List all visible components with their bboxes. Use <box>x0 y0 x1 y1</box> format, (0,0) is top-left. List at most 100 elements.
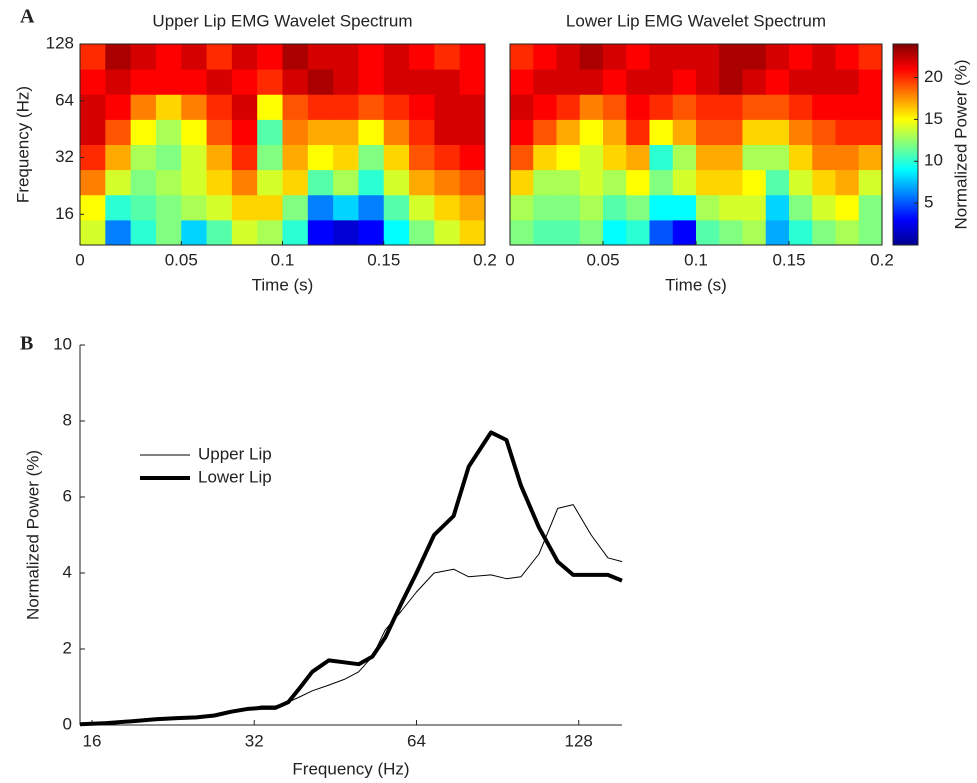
heatmap-cell <box>155 94 182 120</box>
heatmap-cell <box>649 194 674 221</box>
heatmap-cell <box>812 119 836 145</box>
heatmap-cell <box>257 219 283 246</box>
heatmap-cell <box>812 69 836 95</box>
heatmap-cell <box>579 69 604 95</box>
heatmap-cell <box>812 144 836 171</box>
heatmap-cell <box>603 119 627 145</box>
heatmap-cell <box>206 219 233 246</box>
x-axis-label: Time (s) <box>252 275 314 294</box>
heatmap-cell <box>765 69 790 95</box>
heatmap-cell <box>719 44 743 70</box>
heatmap-cell <box>812 44 836 70</box>
heatmap-cell <box>533 194 557 221</box>
heatmap-cell <box>533 94 557 120</box>
heatmap-cell <box>835 94 860 120</box>
heatmap-cell <box>130 219 157 246</box>
heatmap-cell <box>812 94 836 120</box>
heatmap-cell <box>130 169 157 196</box>
heatmap-cell <box>181 69 208 95</box>
heatmap-cell <box>672 144 697 171</box>
heatmap-cell <box>510 69 534 95</box>
heatmap-cell <box>80 94 106 120</box>
heatmap-cell <box>765 94 790 120</box>
data-line <box>80 504 623 724</box>
heatmap-cell <box>459 169 486 196</box>
heatmap-cell <box>80 144 106 171</box>
panel-label: B <box>20 333 33 355</box>
heatmap-cell <box>307 144 334 171</box>
heatmap-cell <box>383 144 410 171</box>
heatmap-cell <box>858 44 883 70</box>
heatmap-cell <box>696 44 720 70</box>
heatmap-cell <box>765 194 790 221</box>
heatmap-cell <box>130 119 157 145</box>
heatmap-cell <box>358 169 385 196</box>
heatmap-cell <box>206 119 233 145</box>
heatmap-cell <box>383 69 410 95</box>
heatmap-cell <box>835 119 860 145</box>
colorbar-label: Normalized Power (%) <box>951 59 970 229</box>
heatmap-cell <box>603 69 627 95</box>
heatmap-cell <box>626 119 650 145</box>
x-tick-label: 0 <box>505 250 514 269</box>
heatmap-cell <box>579 44 604 70</box>
heatmap-cell <box>333 194 359 221</box>
heatmap-cell <box>789 194 813 221</box>
x-tick-label: 0 <box>75 250 84 269</box>
heatmap-cell <box>459 119 486 145</box>
heatmap-cell <box>80 119 106 145</box>
heatmap-cell <box>358 219 385 246</box>
heatmap-cell <box>181 119 208 145</box>
x-tick-label: 0.15 <box>367 250 400 269</box>
heatmap-cell <box>533 169 557 196</box>
heatmap-cell <box>556 169 581 196</box>
heatmap-cell <box>434 219 461 246</box>
heatmap-cell <box>307 44 334 70</box>
x-axis-label: Frequency (Hz) <box>292 759 409 778</box>
heatmap-cell <box>434 119 461 145</box>
chart-title: Lower Lip EMG Wavelet Spectrum <box>566 11 826 30</box>
heatmap-cell <box>626 69 650 95</box>
heatmap-cell <box>333 94 359 120</box>
heatmap-cell <box>696 94 720 120</box>
heatmap-cell <box>231 94 258 120</box>
heatmap-cell <box>383 119 410 145</box>
heatmap-cell <box>719 119 743 145</box>
heatmap-cell <box>409 69 435 95</box>
heatmap-cell <box>231 144 258 171</box>
heatmap-cell <box>789 219 813 246</box>
data-line <box>79 430 623 727</box>
heatmap-cell <box>649 69 674 95</box>
heatmap-cell <box>603 169 627 196</box>
heatmap-cell <box>579 144 604 171</box>
heatmap-cell <box>231 69 258 95</box>
heatmap-cell <box>649 219 674 246</box>
heatmap-cell <box>155 69 182 95</box>
heatmap-cell <box>649 119 674 145</box>
heatmap-cell <box>835 144 860 171</box>
x-tick-label: 32 <box>245 731 264 750</box>
heatmap-cell <box>533 119 557 145</box>
heatmap-cell <box>282 219 309 246</box>
heatmap-cell <box>105 169 132 196</box>
heatmap-cell <box>181 194 208 221</box>
heatmap-cell <box>579 94 604 120</box>
heatmap-cell <box>789 44 813 70</box>
heatmap-cell <box>257 69 283 95</box>
heatmap-cell <box>206 94 233 120</box>
y-tick-label: 32 <box>55 147 74 166</box>
heatmap-cell <box>603 94 627 120</box>
heatmap-cell <box>155 119 182 145</box>
heatmap-cell <box>603 144 627 171</box>
x-tick-label: 16 <box>83 731 102 750</box>
heatmap-cell <box>80 69 106 95</box>
heatmap-cell <box>672 44 697 70</box>
heatmap-cell <box>812 169 836 196</box>
heatmap-cell <box>282 169 309 196</box>
heatmap-cell <box>556 44 581 70</box>
heatmap-cell <box>282 94 309 120</box>
heatmap-cell <box>696 169 720 196</box>
heatmap-cell <box>105 119 132 145</box>
heatmap-cell <box>105 69 132 95</box>
heatmap-cell <box>257 44 283 70</box>
